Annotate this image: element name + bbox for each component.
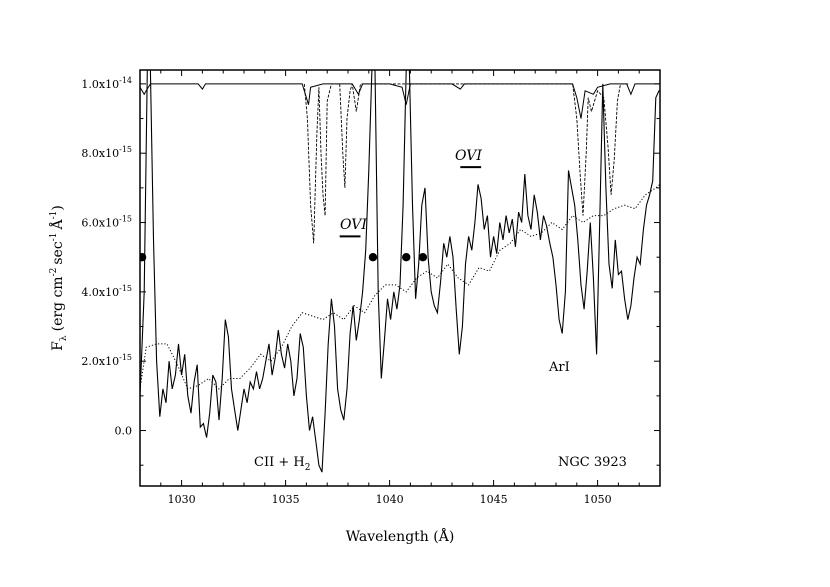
data-dot-3 [418, 253, 428, 262]
series-model [140, 184, 660, 390]
ari-label: ArI [548, 360, 570, 375]
series-transmission-dashed [303, 83, 629, 244]
y-axis-exp-a: -1 [49, 211, 59, 220]
y-axis-title: Fλ(erg cm-2sec-1Å-1) [48, 205, 69, 351]
x-tick-label: 1040 [376, 493, 404, 506]
x-tick-label: 1030 [168, 493, 196, 506]
x-tick-label: 1050 [584, 493, 612, 506]
y-axis-exp-sec: -1 [49, 233, 59, 242]
series-transmission [140, 83, 660, 119]
ovi-label-1: OVI [340, 217, 367, 233]
y-tick-label: 8.0x10-15 [81, 145, 132, 160]
data-dot-2 [402, 253, 411, 262]
y-tick-label: 1.0x10-14 [81, 76, 132, 91]
y-tick-label: 2.0x10-15 [81, 353, 132, 368]
x-tick-label: 1035 [272, 493, 300, 506]
y-axis-base: F [50, 341, 66, 351]
cii-sub: 2 [305, 463, 311, 473]
y-axis-units-mid2: Å [48, 219, 66, 231]
galaxy-label: NGC 3923 [558, 455, 627, 470]
y-axis-units-mid1: sec [50, 241, 66, 264]
y-axis-sub: λ [59, 335, 69, 341]
y-axis-exp-cm: -2 [49, 268, 59, 277]
cii-text: CII + H [254, 455, 305, 470]
plot-frame [139, 69, 661, 487]
svg-text:Fλ(erg cm-2sec-1Å-1): Fλ(erg cm-2sec-1Å-1) [48, 205, 69, 351]
y-axis-units-prefix: (erg cm [50, 276, 66, 331]
y-tick-label: 6.0x10-15 [81, 215, 132, 230]
y-tick-label: 0.0 [115, 425, 133, 438]
y-tick-label: 4.0x10-15 [81, 284, 132, 299]
x-axis-title: Wavelength (Å) [346, 527, 455, 545]
data-dot-1 [368, 253, 378, 262]
y-axis-units-suffix: ) [50, 205, 66, 210]
ovi-label-2: OVI [455, 148, 482, 164]
series-spectrum [140, 70, 660, 473]
cii-label: CII + H2 [254, 455, 310, 473]
x-tick-label: 1045 [480, 493, 508, 506]
